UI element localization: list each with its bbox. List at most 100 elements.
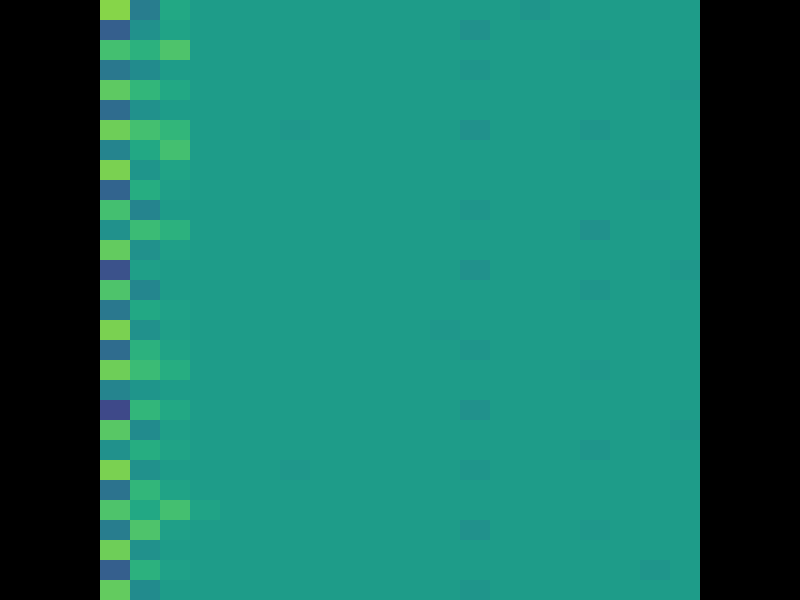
heatmap-cell	[250, 0, 281, 21]
heatmap-cell	[670, 380, 700, 401]
heatmap-cell	[670, 20, 700, 41]
heatmap-cell	[610, 360, 641, 381]
heatmap-cell	[640, 420, 671, 441]
heatmap-cell	[190, 220, 221, 241]
heatmap-cell	[430, 220, 461, 241]
heatmap-cell	[520, 320, 551, 341]
heatmap-cell	[130, 300, 161, 321]
heatmap-cell	[580, 0, 611, 21]
heatmap-cell	[460, 240, 491, 261]
heatmap-cell	[100, 360, 131, 381]
heatmap-cell	[400, 300, 431, 321]
heatmap-cell	[370, 60, 401, 81]
heatmap-cell	[190, 140, 221, 161]
heatmap-cell	[670, 500, 700, 521]
heatmap-cell	[220, 260, 251, 281]
heatmap-cell	[340, 300, 371, 321]
heatmap-cell	[280, 540, 311, 561]
heatmap-cell	[190, 20, 221, 41]
heatmap-cell	[130, 580, 161, 600]
heatmap-cell	[250, 420, 281, 441]
heatmap-cell	[130, 340, 161, 361]
heatmap-cell	[100, 60, 131, 81]
heatmap-cell	[340, 340, 371, 361]
heatmap-cell	[610, 20, 641, 41]
heatmap-cell	[130, 120, 161, 141]
heatmap-cell	[130, 220, 161, 241]
heatmap-cell	[550, 40, 581, 61]
heatmap-cell	[100, 200, 131, 221]
heatmap-cell	[160, 60, 191, 81]
heatmap-cell	[400, 320, 431, 341]
heatmap-cell	[490, 100, 521, 121]
heatmap-cell	[430, 360, 461, 381]
heatmap-cell	[670, 60, 700, 81]
heatmap-cell	[160, 380, 191, 401]
heatmap-cell	[670, 40, 700, 61]
heatmap-cell	[220, 140, 251, 161]
heatmap-cell	[190, 280, 221, 301]
heatmap-cell	[460, 440, 491, 461]
heatmap-cell	[130, 400, 161, 421]
heatmap-cell	[430, 20, 461, 41]
heatmap-cell	[280, 60, 311, 81]
heatmap-cell	[370, 220, 401, 241]
heatmap-cell	[280, 320, 311, 341]
heatmap-cell	[280, 20, 311, 41]
heatmap-cell	[460, 260, 491, 281]
heatmap-cell	[490, 140, 521, 161]
heatmap-cell	[430, 200, 461, 221]
heatmap-cell	[160, 280, 191, 301]
heatmap-cell	[370, 320, 401, 341]
heatmap-cell	[670, 120, 700, 141]
heatmap-cell	[280, 120, 311, 141]
heatmap-cell	[220, 40, 251, 61]
heatmap-cell	[250, 500, 281, 521]
heatmap-cell	[220, 380, 251, 401]
heatmap-cell	[640, 440, 671, 461]
heatmap-cell	[130, 420, 161, 441]
heatmap-cell	[640, 120, 671, 141]
heatmap-cell	[460, 480, 491, 501]
heatmap-cell	[100, 480, 131, 501]
heatmap-cell	[550, 200, 581, 221]
heatmap-cell	[400, 80, 431, 101]
heatmap-cell	[160, 0, 191, 21]
heatmap-cell	[100, 100, 131, 121]
heatmap-cell	[370, 40, 401, 61]
heatmap-cell	[100, 340, 131, 361]
heatmap-cell	[130, 380, 161, 401]
heatmap-cell	[190, 360, 221, 381]
heatmap-cell	[340, 540, 371, 561]
heatmap-cell	[280, 460, 311, 481]
heatmap-cell	[160, 320, 191, 341]
heatmap-cell	[580, 20, 611, 41]
heatmap-cell	[490, 300, 521, 321]
heatmap-cell	[310, 40, 341, 61]
heatmap-cell	[160, 440, 191, 461]
heatmap-cell	[400, 480, 431, 501]
heatmap-cell	[640, 100, 671, 121]
heatmap-cell	[430, 420, 461, 441]
heatmap-cell	[670, 240, 700, 261]
heatmap-cell	[340, 100, 371, 121]
heatmap-cell	[490, 500, 521, 521]
heatmap-cell	[430, 380, 461, 401]
heatmap-cell	[550, 580, 581, 600]
heatmap-cell	[310, 220, 341, 241]
heatmap-cell	[130, 20, 161, 41]
heatmap-cell	[310, 240, 341, 261]
heatmap-cell	[340, 80, 371, 101]
heatmap-cell	[310, 540, 341, 561]
heatmap-cell	[430, 320, 461, 341]
heatmap-cell	[340, 120, 371, 141]
heatmap-cell	[100, 80, 131, 101]
heatmap-cell	[670, 280, 700, 301]
heatmap-cell	[670, 440, 700, 461]
heatmap-cell	[640, 500, 671, 521]
heatmap-cell	[370, 200, 401, 221]
heatmap-cell	[280, 480, 311, 501]
heatmap-cell	[310, 440, 341, 461]
heatmap-cell	[220, 300, 251, 321]
heatmap-cell	[430, 280, 461, 301]
